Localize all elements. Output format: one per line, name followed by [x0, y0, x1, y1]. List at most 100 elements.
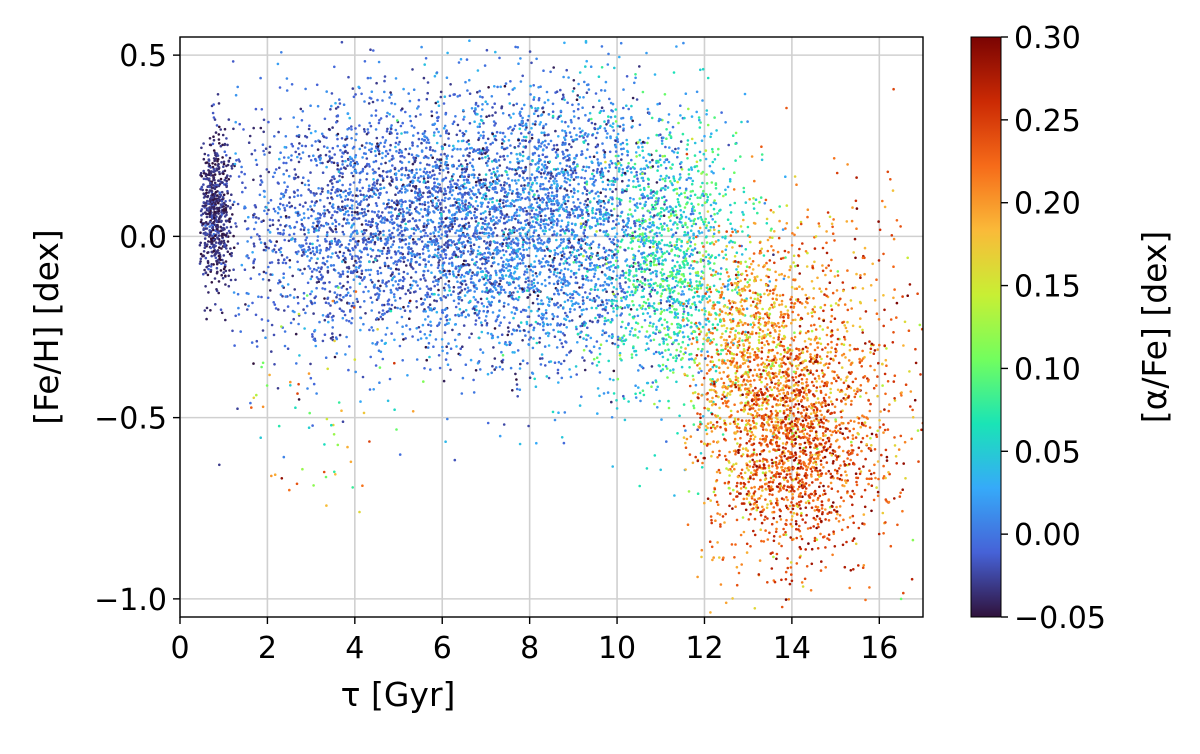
scatter-point	[306, 236, 309, 239]
scatter-point	[274, 210, 277, 213]
scatter-point	[397, 250, 400, 253]
scatter-point	[289, 227, 292, 230]
scatter-point	[366, 198, 369, 201]
scatter-point	[378, 288, 381, 291]
scatter-point	[467, 222, 470, 225]
scatter-point	[252, 127, 255, 130]
scatter-point	[423, 139, 426, 142]
scatter-point	[341, 151, 344, 154]
scatter-point	[309, 242, 312, 245]
scatter-point	[396, 321, 399, 324]
scatter-point	[410, 248, 413, 251]
scatter-point	[206, 243, 209, 246]
scatter-point	[347, 292, 350, 295]
scatter-point	[545, 312, 548, 315]
scatter-point	[499, 155, 502, 158]
scatter-point	[430, 219, 433, 222]
scatter-point	[331, 242, 334, 245]
scatter-point	[385, 155, 388, 158]
scatter-point	[593, 275, 596, 278]
scatter-point	[258, 273, 261, 276]
scatter-point	[383, 221, 386, 224]
scatter-point	[463, 175, 466, 178]
scatter-point	[287, 283, 290, 286]
scatter-point	[470, 245, 473, 248]
scatter-point	[495, 366, 498, 369]
scatter-point	[447, 164, 450, 167]
scatter-point	[341, 200, 344, 203]
scatter-point	[535, 385, 538, 388]
scatter-point	[526, 177, 529, 180]
scatter-point	[331, 126, 334, 129]
scatter-point	[607, 220, 610, 223]
scatter-point	[215, 288, 218, 291]
scatter-point	[412, 217, 415, 220]
scatter-point	[583, 81, 586, 84]
scatter-point	[468, 264, 471, 267]
scatter-point	[590, 262, 593, 265]
scatter-point	[419, 330, 422, 333]
scatter-point	[582, 302, 585, 305]
scatter-point	[506, 174, 509, 177]
scatter-point	[585, 308, 588, 311]
scatter-point	[497, 208, 500, 211]
scatter-point	[533, 96, 536, 99]
scatter-point	[536, 190, 539, 193]
scatter-point	[350, 226, 353, 229]
scatter-point	[335, 221, 338, 224]
scatter-point	[285, 215, 288, 218]
scatter-point	[508, 93, 511, 96]
scatter-point	[300, 228, 303, 231]
scatter-point	[215, 257, 218, 260]
scatter-point	[513, 205, 516, 208]
scatter-point	[451, 225, 454, 228]
scatter-point	[389, 233, 392, 236]
scatter-point	[342, 270, 345, 273]
scatter-point	[663, 161, 666, 164]
scatter-point	[544, 345, 547, 348]
scatter-point	[311, 226, 314, 229]
scatter-point	[404, 309, 407, 312]
scatter-point	[478, 173, 481, 176]
scatter-point	[577, 103, 580, 106]
scatter-point	[204, 153, 207, 156]
scatter-point	[267, 209, 270, 212]
scatter-point	[331, 189, 334, 192]
scatter-point	[411, 335, 414, 338]
scatter-point	[418, 326, 421, 329]
scatter-point	[424, 204, 427, 207]
scatter-point	[438, 264, 441, 267]
scatter-point	[660, 308, 663, 311]
scatter-point	[288, 216, 291, 219]
scatter-point	[460, 242, 463, 245]
scatter-point	[446, 157, 449, 160]
scatter-point	[342, 285, 345, 288]
scatter-point	[353, 181, 356, 184]
scatter-point	[501, 174, 504, 177]
scatter-point	[563, 292, 566, 295]
scatter-point	[343, 103, 346, 106]
scatter-point	[308, 184, 311, 187]
scatter-point	[356, 163, 359, 166]
scatter-point	[552, 66, 555, 69]
scatter-point	[386, 206, 389, 209]
scatter-point	[298, 135, 301, 138]
scatter-point	[511, 192, 514, 195]
scatter-point	[450, 244, 453, 247]
scatter-point	[315, 229, 318, 232]
scatter-point	[598, 75, 601, 78]
scatter-point	[541, 265, 544, 268]
scatter-point	[404, 191, 407, 194]
scatter-point	[222, 277, 225, 280]
scatter-point	[207, 210, 210, 213]
scatter-point	[250, 277, 253, 280]
scatter-point	[433, 131, 436, 134]
scatter-point	[378, 167, 381, 170]
scatter-point	[363, 100, 366, 103]
scatter-point	[326, 260, 329, 263]
scatter-point	[406, 228, 409, 231]
scatter-point	[297, 268, 300, 271]
scatter-point	[432, 345, 435, 348]
scatter-point	[622, 129, 625, 132]
scatter-point	[400, 132, 403, 135]
